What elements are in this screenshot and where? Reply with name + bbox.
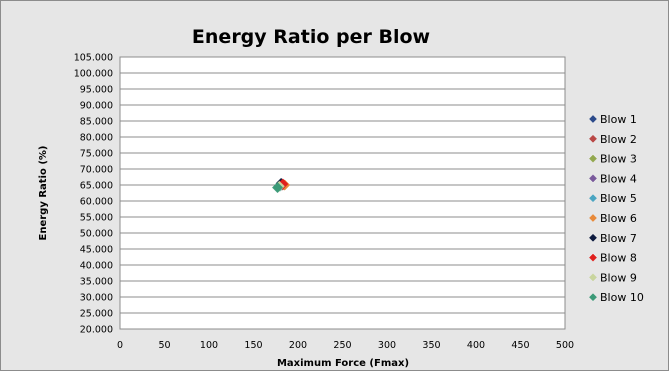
x-tick-label: 350 bbox=[422, 340, 440, 351]
y-tick-label: 30.000 bbox=[80, 293, 113, 304]
y-axis-ticks: 20.000 25.000 30.000 35.000 40.000 45.000 50.0… bbox=[74, 53, 113, 336]
legend-marker bbox=[589, 214, 597, 222]
x-tick-label: 0 bbox=[117, 340, 123, 351]
y-tick-label: 25.000 bbox=[80, 309, 113, 320]
legend-label: Blow 7 bbox=[600, 232, 637, 245]
y-tick-label: 75.000 bbox=[80, 149, 113, 160]
legend-label: Blow 1 bbox=[600, 113, 637, 126]
legend-item: Blow 7 bbox=[589, 232, 637, 245]
legend-item: Blow 6 bbox=[589, 212, 637, 225]
legend-label: Blow 6 bbox=[600, 212, 637, 225]
legend-marker bbox=[589, 293, 597, 302]
legend-item: Blow 1 bbox=[589, 113, 637, 126]
legend-label: Blow 2 bbox=[600, 133, 637, 146]
x-axis-ticks: 0 50 100 150 200 250 300 350 400 450 500 bbox=[117, 340, 574, 351]
x-tick-label: 50 bbox=[158, 340, 170, 351]
legend-item: Blow 2 bbox=[589, 133, 637, 146]
legend-label: Blow 4 bbox=[600, 172, 637, 185]
legend-item: Blow 8 bbox=[589, 252, 637, 265]
chart-title: Energy Ratio per Blow bbox=[192, 26, 430, 48]
x-tick-label: 400 bbox=[467, 340, 485, 351]
legend-marker bbox=[589, 174, 597, 183]
data-points bbox=[271, 177, 291, 194]
legend-marker bbox=[589, 115, 597, 123]
legend-item: Blow 4 bbox=[589, 172, 637, 185]
y-tick-label: 60.000 bbox=[80, 197, 113, 208]
legend-marker bbox=[589, 253, 597, 262]
y-tick-label: 65.000 bbox=[80, 181, 113, 192]
legend-marker bbox=[589, 134, 597, 143]
legend-label: Blow 3 bbox=[600, 153, 637, 166]
x-tick-label: 200 bbox=[289, 340, 307, 351]
x-tick-label: 150 bbox=[244, 340, 262, 351]
y-tick-label: 70.000 bbox=[80, 165, 113, 176]
legend-item: Blow 5 bbox=[589, 192, 637, 205]
y-tick-label: 40.000 bbox=[80, 261, 113, 272]
legend-item: Blow 10 bbox=[589, 291, 644, 304]
y-tick-label: 45.000 bbox=[80, 245, 113, 256]
y-tick-label: 20.000 bbox=[80, 325, 113, 336]
y-axis-title: Energy Ratio (%) bbox=[38, 146, 49, 241]
legend: Blow 1 Blow 2 Blow 3 Blow 4 Blow 5 Blow 6 Blow… bbox=[589, 113, 644, 304]
legend-label: Blow 10 bbox=[600, 291, 644, 304]
legend-marker bbox=[589, 273, 597, 282]
y-tick-label: 80.000 bbox=[80, 133, 113, 144]
y-tick-label: 50.000 bbox=[80, 229, 113, 240]
legend-label: Blow 5 bbox=[600, 192, 637, 205]
plot-area bbox=[119, 56, 566, 330]
x-axis-title: Maximum Force (Fmax) bbox=[277, 358, 409, 369]
data-point bbox=[271, 182, 284, 194]
y-tick-label: 55.000 bbox=[80, 213, 113, 224]
y-tick-label: 90.000 bbox=[80, 101, 113, 112]
grid-lines bbox=[120, 56, 565, 330]
y-tick-label: 105.000 bbox=[74, 53, 113, 64]
x-tick-label: 250 bbox=[333, 340, 351, 351]
y-tick-label: 85.000 bbox=[80, 117, 113, 128]
x-tick-label: 100 bbox=[200, 340, 218, 351]
legend-item: Blow 9 bbox=[589, 271, 637, 284]
x-tick-label: 300 bbox=[378, 340, 396, 351]
y-tick-label: 95.000 bbox=[80, 85, 113, 96]
y-tick-label: 35.000 bbox=[80, 277, 113, 288]
x-tick-label: 450 bbox=[511, 340, 529, 351]
legend-item: Blow 3 bbox=[589, 153, 637, 166]
legend-marker bbox=[589, 194, 597, 203]
x-tick-label: 500 bbox=[556, 340, 574, 351]
legend-label: Blow 8 bbox=[600, 252, 637, 265]
y-tick-label: 100.000 bbox=[74, 69, 113, 80]
legend-marker bbox=[589, 154, 597, 163]
legend-marker bbox=[589, 233, 597, 242]
legend-label: Blow 9 bbox=[600, 271, 637, 284]
